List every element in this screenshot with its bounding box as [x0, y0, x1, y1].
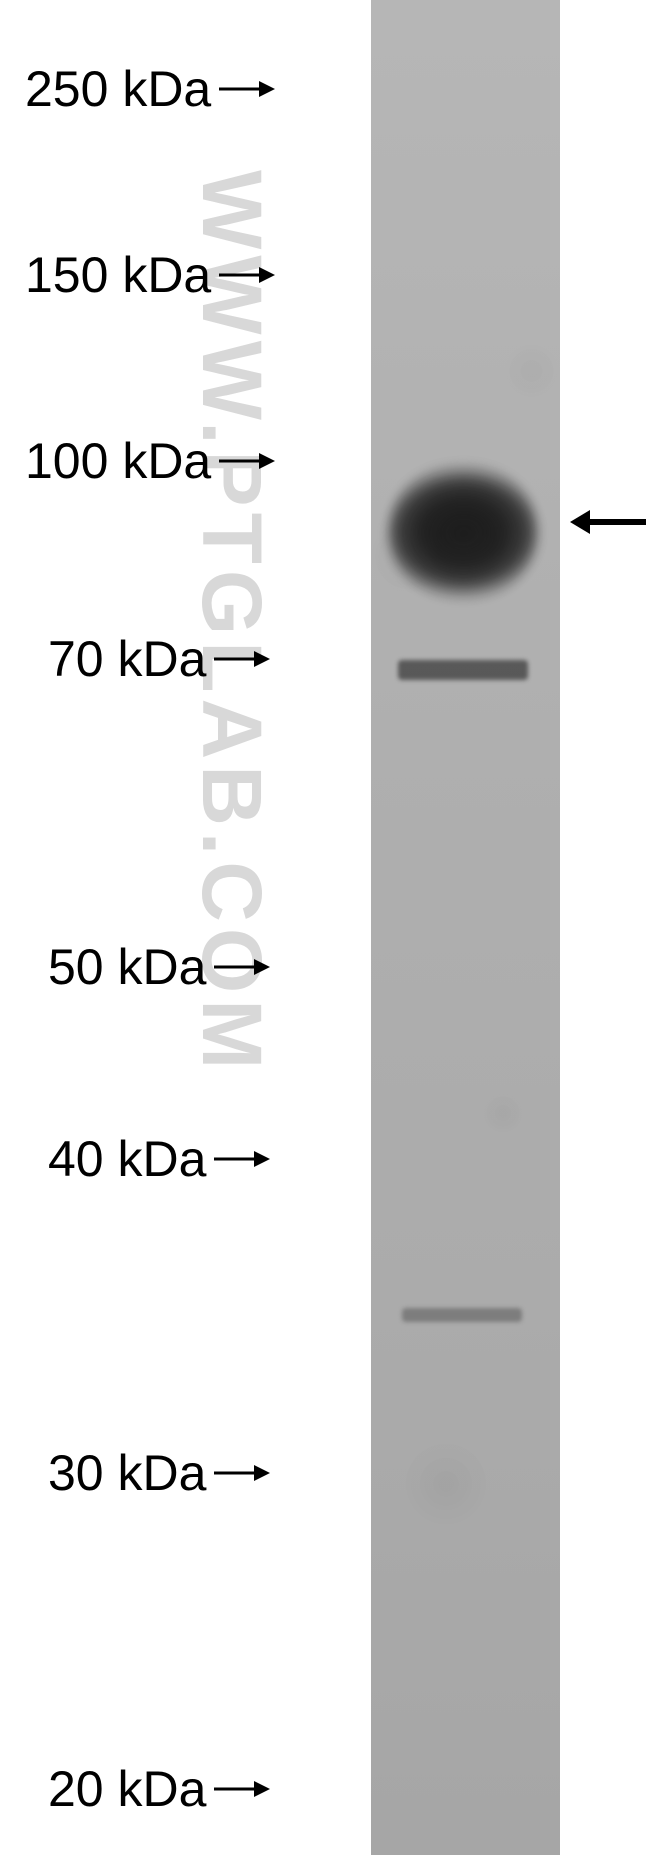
marker-40-text: 40 kDa: [48, 1130, 206, 1188]
lane-right-edge: [560, 0, 563, 1855]
marker-150: 150 kDa: [25, 246, 277, 304]
marker-250: 250 kDa: [25, 60, 277, 118]
marker-20-text: 20 kDa: [48, 1760, 206, 1818]
marker-250-text: 250 kDa: [25, 60, 211, 118]
arrow-icon: [219, 77, 277, 101]
lane-left-edge: [368, 0, 371, 1855]
band-minor-65: [398, 660, 528, 680]
lane-noise: [370, 0, 560, 1855]
arrow-icon: [214, 1461, 272, 1485]
marker-100: 100 kDa: [25, 432, 277, 490]
result-arrow: [570, 508, 646, 536]
band-minor-33: [402, 1308, 522, 1322]
marker-100-text: 100 kDa: [25, 432, 211, 490]
marker-40: 40 kDa: [48, 1130, 272, 1188]
arrow-icon: [219, 263, 277, 287]
arrow-icon: [219, 449, 277, 473]
marker-20: 20 kDa: [48, 1760, 272, 1818]
marker-50-text: 50 kDa: [48, 938, 206, 996]
marker-50: 50 kDa: [48, 938, 272, 996]
arrow-icon: [214, 647, 272, 671]
arrow-left-icon: [570, 508, 646, 536]
marker-150-text: 150 kDa: [25, 246, 211, 304]
marker-70-text: 70 kDa: [48, 630, 206, 688]
marker-70: 70 kDa: [48, 630, 272, 688]
marker-30-text: 30 kDa: [48, 1444, 206, 1502]
arrow-icon: [214, 955, 272, 979]
band-major-halo: [378, 450, 550, 618]
arrow-icon: [214, 1777, 272, 1801]
arrow-icon: [214, 1147, 272, 1171]
blot-lane: [370, 0, 560, 1855]
marker-30: 30 kDa: [48, 1444, 272, 1502]
